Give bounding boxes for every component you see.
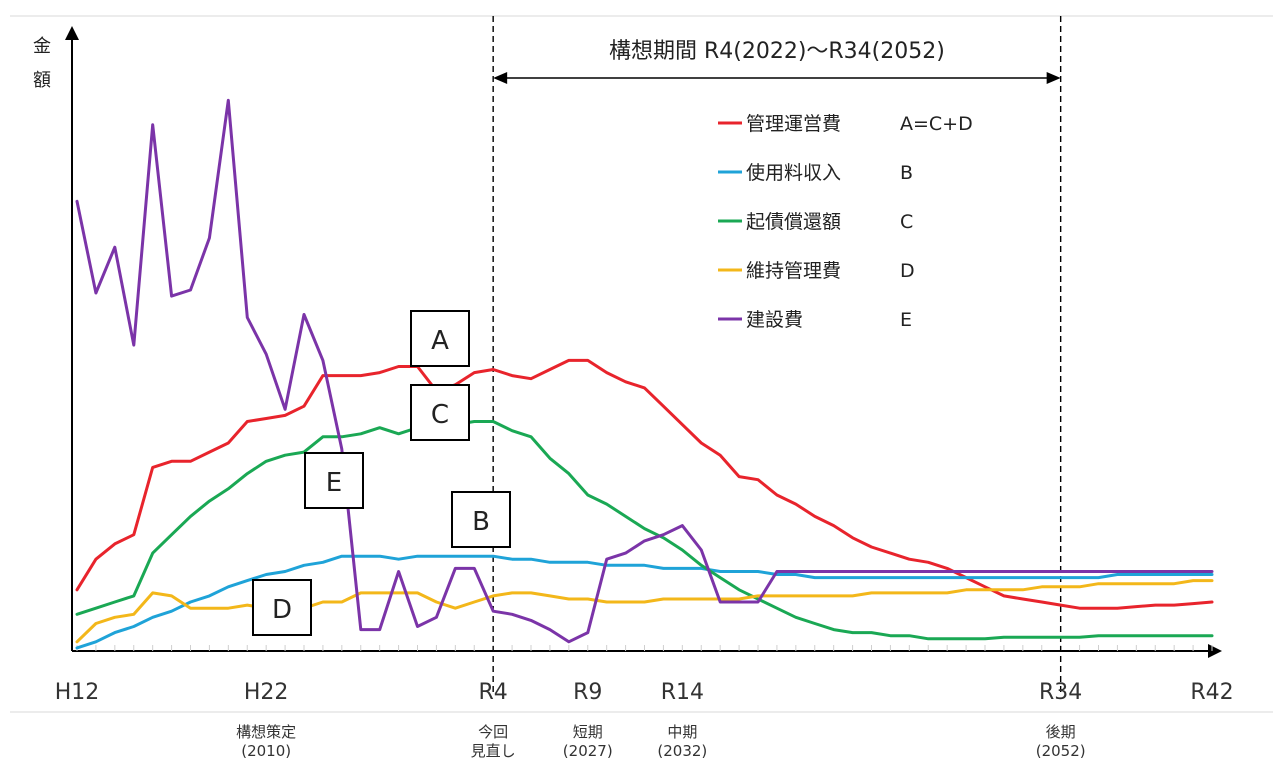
period-arrow-right-head — [1046, 72, 1061, 84]
milestone-sublabel: 見直し — [471, 742, 516, 760]
legend-name-E: 建設費 — [746, 309, 803, 331]
period-label: 構想期間 R4(2022)〜R34(2052) — [609, 39, 945, 64]
milestone-label: 後期 — [1046, 723, 1076, 741]
x-tick-label: R42 — [1190, 680, 1233, 705]
series-box-label-C: C — [431, 400, 449, 430]
milestone-label: 短期 — [573, 723, 603, 741]
series-box-label-D: D — [272, 595, 292, 625]
x-tick-label: R9 — [573, 680, 602, 705]
x-tick-label: H12 — [55, 680, 100, 705]
series-line-E — [75, 98, 1214, 644]
legend-key-D: D — [900, 260, 915, 282]
series-line-C — [75, 420, 1214, 641]
series-box-label-B: B — [472, 507, 490, 537]
milestone-sublabel: (2010) — [241, 742, 291, 760]
milestone-sublabel: (2027) — [563, 742, 613, 760]
x-tick-label: R34 — [1039, 680, 1082, 705]
legend-key-B: B — [900, 162, 913, 184]
milestone-sublabel: (2052) — [1036, 742, 1086, 760]
series-box-B — [451, 491, 511, 548]
y-axis-label-char: 額 — [33, 70, 51, 91]
series-box-C — [410, 384, 470, 441]
x-tick-label: R14 — [661, 680, 704, 705]
milestone-label: 中期 — [667, 723, 697, 741]
series-box-label-A: A — [431, 326, 449, 356]
series-box-label-E: E — [326, 468, 342, 498]
legend-key-A: A=C+D — [900, 113, 973, 135]
series-box-E — [304, 452, 364, 509]
legend-key-E: E — [900, 309, 912, 331]
series-line-A — [75, 358, 1214, 610]
legend-name-B: 使用料収入 — [746, 162, 841, 184]
legend-name-C: 起債償還額 — [746, 211, 841, 233]
series-line-D — [75, 579, 1214, 644]
y-axis-arrowhead — [65, 26, 79, 40]
x-axis-arrowhead — [1208, 644, 1222, 658]
legend-name-A: 管理運営費 — [746, 113, 841, 135]
series-line-B — [75, 554, 1214, 650]
legend-key-C: C — [900, 211, 913, 233]
series-box-D — [252, 579, 312, 636]
y-axis-label-char: 金 — [33, 36, 51, 57]
x-tick-label: H22 — [244, 680, 289, 705]
milestone-label: 構想策定 — [236, 723, 296, 741]
series-box-A — [410, 310, 470, 367]
x-tick-label: R4 — [479, 680, 508, 705]
milestone-label: 今回 — [478, 723, 508, 741]
period-arrow-left-head — [493, 72, 508, 84]
milestone-sublabel: (2032) — [657, 742, 707, 760]
legend-name-D: 維持管理費 — [746, 260, 841, 282]
